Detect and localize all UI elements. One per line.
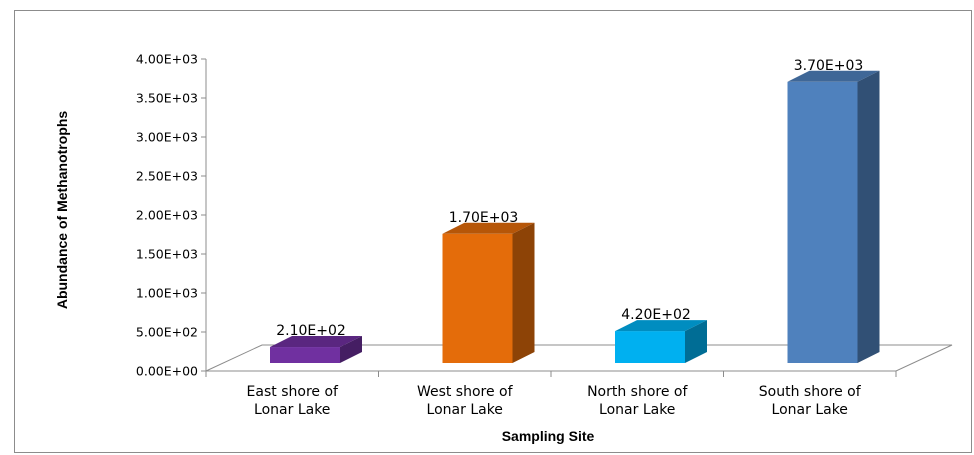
bar-side [857, 70, 880, 364]
x-category-label-line: South shore of [759, 384, 862, 400]
bar [615, 320, 707, 363]
bar [442, 222, 535, 363]
bar-top [270, 336, 362, 348]
y-axis-ticks: 0.00E+00 5.00E+02 1.00E+03 1.50E+03 2.00E+03… [136, 52, 206, 379]
bars [270, 70, 880, 364]
data-label: 3.70E+03 [794, 58, 864, 74]
bar-front [787, 81, 858, 364]
x-category-label-line: Lonar Lake [427, 402, 503, 418]
y-axis-title: Abundance of Methanotrophs [54, 111, 70, 310]
x-category-label-line: Lonar Lake [599, 402, 675, 418]
bar-side [340, 336, 362, 363]
x-category-label: East shore of Lonar Lake [247, 384, 339, 418]
bar-top [787, 70, 880, 82]
bar [270, 336, 362, 363]
x-category-label: West shore of Lonar Lake [417, 384, 514, 418]
x-category-label-line: West shore of [417, 384, 514, 400]
x-category-label-line: Lonar Lake [254, 402, 330, 418]
bar-top [442, 222, 535, 234]
bar-front [442, 233, 513, 363]
bar-front [615, 331, 685, 363]
y-tick-label: 5.00E+02 [136, 325, 198, 340]
y-tick-label: 1.50E+03 [136, 247, 198, 262]
bar [787, 70, 880, 364]
x-category-label-line: North shore of [587, 384, 688, 400]
y-tick-label: 0.00E+00 [136, 364, 198, 379]
x-axis-categories: East shore of Lonar Lake West shore of Lona… [247, 384, 862, 418]
x-category-label: North shore of Lonar Lake [587, 384, 688, 418]
axes [205, 59, 897, 377]
y-tick-label: 1.00E+03 [136, 286, 198, 301]
y-tick-label: 2.50E+03 [136, 169, 198, 184]
data-label: 1.70E+03 [449, 210, 519, 226]
x-category-label-line: Lonar Lake [772, 402, 848, 418]
data-label: 4.20E+02 [621, 307, 691, 323]
y-tick-label: 2.00E+03 [136, 208, 198, 223]
bar-front [270, 347, 340, 363]
data-labels: 2.10E+02 1.70E+03 4.20E+02 3.70E+03 [276, 58, 863, 339]
y-tick-label: 3.50E+03 [136, 91, 198, 106]
data-label: 2.10E+02 [276, 323, 346, 339]
y-tick-label: 3.00E+03 [136, 130, 198, 145]
x-category-label-line: East shore of [247, 384, 339, 400]
bar-side [512, 222, 535, 363]
bar-side [685, 320, 707, 363]
x-category-label: South shore of Lonar Lake [759, 384, 862, 418]
y-tick-label: 4.00E+03 [136, 52, 198, 67]
bar-top [615, 320, 707, 332]
x-axis-title: Sampling Site [502, 428, 595, 444]
